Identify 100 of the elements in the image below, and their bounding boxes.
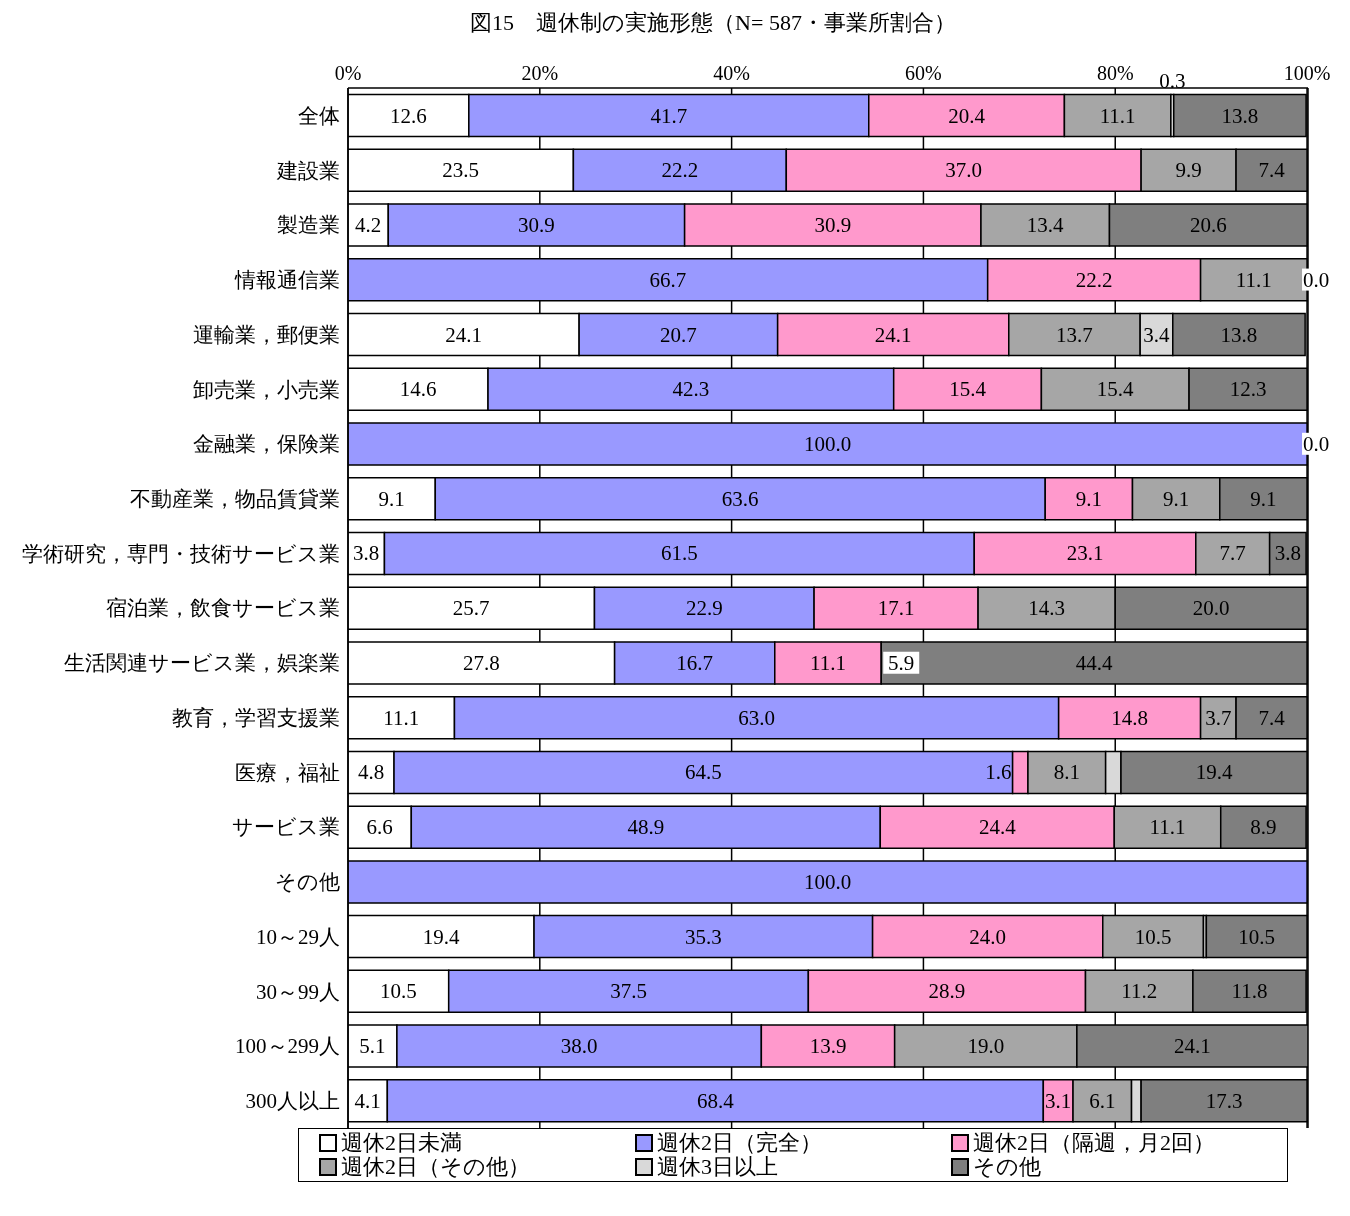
data-label: 24.0 [969, 924, 1007, 949]
data-label: 3.4 [1143, 322, 1171, 347]
data-label: 9.1 [378, 486, 405, 511]
data-label: 13.8 [1220, 322, 1258, 347]
data-label: 22.9 [685, 596, 723, 621]
data-label: 11.8 [1231, 979, 1268, 1004]
data-label: 24.1 [1174, 1034, 1211, 1059]
data-label: 68.4 [696, 1088, 735, 1113]
y-tick-label: 300人以上 [245, 1089, 340, 1114]
data-label: 20.6 [1189, 213, 1227, 238]
data-label: 4.2 [355, 213, 382, 238]
data-label: 14.3 [1028, 596, 1066, 621]
data-label: 48.9 [627, 815, 665, 840]
y-tick-label: 製造業 [277, 213, 340, 238]
data-label: 11.1 [1235, 267, 1272, 292]
data-label: 8.9 [1250, 815, 1277, 840]
data-label: 12.3 [1229, 377, 1267, 402]
data-label: 25.7 [452, 596, 490, 621]
data-label: 10.5 [1134, 924, 1172, 949]
data-label: 63.6 [721, 486, 759, 511]
y-tick-label: 宿泊業，飲食サービス業 [106, 596, 340, 621]
y-tick-label: 医療，福祉 [235, 760, 340, 785]
x-tick-label: 0% [334, 62, 362, 84]
y-tick-label: サービス業 [232, 815, 340, 840]
data-label: 19.0 [967, 1034, 1005, 1059]
data-label: 9.1 [1075, 486, 1102, 511]
data-label: 0.3 [1159, 68, 1186, 93]
data-label: 63.0 [738, 705, 775, 730]
y-tick-label: その他 [275, 870, 340, 895]
data-label: 20.0 [1192, 596, 1230, 621]
data-label: 10.5 [379, 979, 417, 1004]
data-label: 9.1 [1163, 486, 1190, 511]
y-tick-label: 運輸業，郵便業 [193, 322, 340, 347]
x-tick-label: 20% [521, 62, 559, 84]
legend-label: 週休2日（完全） [657, 1130, 822, 1155]
y-tick-label: 学術研究，専門・技術サービス業 [22, 541, 340, 566]
annotation: 5.9 [888, 650, 915, 675]
data-label: 100.0 [803, 431, 852, 456]
data-label: 12.6 [390, 103, 427, 128]
data-label: 24.1 [445, 322, 482, 347]
data-label: 100.0 [803, 869, 852, 894]
data-label: 19.4 [422, 924, 460, 949]
data-label: 3.1 [1045, 1088, 1072, 1113]
data-label: 6.6 [366, 815, 393, 840]
x-tick-label: 60% [905, 62, 942, 84]
y-tick-label: 10～29人 [256, 924, 340, 949]
data-label: 20.4 [948, 103, 986, 128]
data-label: 15.4 [949, 377, 987, 402]
data-label: 14.6 [399, 377, 437, 402]
data-label: 11.2 [1121, 979, 1158, 1004]
data-label: 13.7 [1056, 322, 1093, 347]
y-tick-label: 金融業，保険業 [193, 432, 340, 457]
data-label: 7.4 [1258, 158, 1286, 183]
data-label: 13.4 [1026, 213, 1065, 238]
data-label: 61.5 [660, 541, 698, 566]
data-label: 4.1 [354, 1088, 381, 1113]
data-label: 3.7 [1205, 705, 1232, 730]
data-label: 0.0 [1303, 431, 1330, 456]
data-label: 24.1 [874, 322, 912, 347]
data-label: 35.3 [684, 924, 722, 949]
data-label: 24.4 [978, 815, 1017, 840]
legend-label: 週休2日（その他） [341, 1154, 530, 1179]
data-label: 9.1 [1250, 486, 1277, 511]
data-label: 10.5 [1238, 924, 1276, 949]
data-label: 66.7 [649, 267, 687, 292]
data-label: 13.9 [809, 1034, 847, 1059]
data-label: 9.9 [1175, 158, 1202, 183]
y-tick-label: 100～299人 [235, 1034, 340, 1059]
y-tick-label: 卸売業，小売業 [193, 377, 340, 402]
data-label: 11.1 [1099, 103, 1136, 128]
y-tick-label: 不動産業，物品賃貸業 [130, 486, 340, 511]
y-tick-label: 30～99人 [256, 979, 340, 1004]
data-label: 30.9 [814, 213, 852, 238]
data-label: 30.9 [518, 213, 555, 238]
legend-label: 週休2日（隔週，月2回） [973, 1130, 1215, 1155]
data-label: 37.0 [945, 158, 983, 183]
data-label: 17.3 [1205, 1088, 1243, 1113]
y-tick-label: 建設業 [276, 158, 340, 183]
data-label: 16.7 [676, 650, 714, 675]
data-label: 14.8 [1111, 705, 1148, 730]
data-label: 11.1 [810, 650, 846, 675]
data-label: 17.1 [877, 596, 915, 621]
data-label: 8.1 [1053, 760, 1080, 785]
legend-label: 週休3日以上 [657, 1154, 778, 1179]
data-label: 41.7 [650, 103, 688, 128]
data-label: 3.8 [1274, 541, 1301, 566]
y-tick-label: 情報通信業 [234, 268, 340, 293]
data-label: 38.0 [560, 1034, 598, 1059]
data-label: 1.6 [985, 760, 1012, 785]
x-tick-label: 80% [1096, 62, 1134, 84]
data-label: 13.8 [1221, 103, 1259, 128]
data-label: 44.4 [1075, 650, 1114, 675]
data-label: 23.5 [442, 158, 480, 183]
data-label: 28.9 [928, 979, 966, 1004]
data-label: 37.5 [610, 979, 647, 1004]
legend-label: その他 [973, 1154, 1041, 1179]
y-tick-label: 全体 [298, 103, 340, 128]
data-label: 22.2 [1075, 267, 1113, 292]
data-label: 4.8 [357, 760, 385, 785]
data-label: 11.1 [383, 705, 420, 730]
